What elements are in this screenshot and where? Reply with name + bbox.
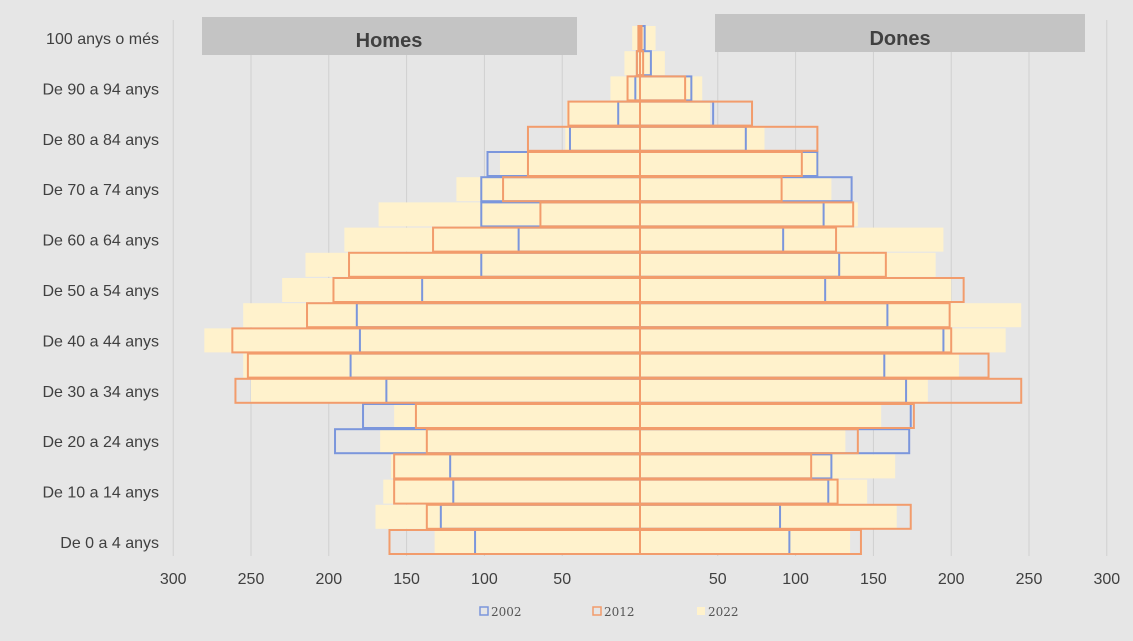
- bar-2022-dones: [640, 51, 665, 76]
- legend-swatch-2022: [697, 607, 705, 615]
- x-tick-label: 300: [1093, 571, 1120, 588]
- age-label: De 80 a 84 anys: [42, 132, 159, 149]
- bar-2022-dones: [640, 328, 1006, 353]
- x-tick-label: 50: [553, 571, 571, 588]
- bar-2022-homes: [456, 177, 640, 202]
- x-tick-label: 300: [160, 571, 187, 588]
- age-label: De 40 a 44 anys: [42, 333, 159, 350]
- x-tick-labels: 300 250 200 150 100 50 50 100 150 200 250 300: [160, 571, 1120, 588]
- bar-2022-dones: [640, 177, 832, 202]
- bar-2022-dones: [640, 404, 882, 428]
- age-label: De 90 a 94 anys: [42, 81, 159, 98]
- bar-2022-homes: [566, 101, 640, 126]
- bar-2022-dones: [640, 227, 944, 252]
- bar-2022-dones: [640, 454, 896, 479]
- age-label: De 20 a 24 anys: [42, 434, 159, 451]
- age-label: De 70 a 74 anys: [42, 182, 159, 199]
- bar-2022-dones: [640, 202, 858, 227]
- bar-2022-homes: [378, 202, 640, 227]
- legend-label-2012: 2012: [604, 605, 635, 619]
- age-group-labels: De 0 a 4 anys De 10 a 14 anys De 20 a 24 a…: [42, 31, 159, 552]
- legend-swatch-2012: [592, 606, 602, 616]
- x-tick-label: 200: [938, 571, 965, 588]
- bar-2022-dones: [640, 504, 897, 529]
- bar-2022-dones: [640, 101, 711, 126]
- bar-2022-homes: [632, 26, 640, 50]
- legend-label-2022: 2022: [708, 605, 739, 619]
- bar-2022-dones: [640, 479, 868, 504]
- age-label: 100 anys o més: [46, 31, 159, 48]
- x-tick-label: 150: [393, 571, 420, 588]
- x-tick-label: 100: [471, 571, 498, 588]
- age-label: De 50 a 54 anys: [42, 283, 159, 300]
- header-dones-box: [715, 14, 1085, 52]
- bar-2022-homes: [383, 479, 640, 504]
- bar-2022-homes: [204, 328, 640, 353]
- header-dones: Dones: [869, 28, 930, 50]
- bar-2022-homes: [305, 252, 640, 277]
- bar-2022-homes: [282, 278, 640, 302]
- age-label: De 0 a 4 anys: [60, 535, 159, 552]
- bar-2022-homes: [375, 504, 640, 529]
- bar-2022-dones: [640, 353, 959, 378]
- legend-label-2002: 2002: [491, 605, 522, 619]
- bar-2022-homes: [391, 454, 640, 479]
- x-tick-label: 250: [1016, 571, 1043, 588]
- age-label: De 30 a 34 anys: [42, 384, 159, 401]
- series-2022-bars: [204, 26, 1022, 554]
- age-label: De 60 a 64 anys: [42, 233, 159, 250]
- x-tick-label: 200: [315, 571, 342, 588]
- legend-swatch-2002: [479, 606, 489, 616]
- bar-2022-homes: [394, 404, 640, 428]
- bar-2022-homes: [499, 152, 640, 176]
- bar-2022-dones: [640, 429, 846, 454]
- bar-2022-dones: [640, 152, 819, 176]
- bar-2022-dones: [640, 530, 851, 554]
- x-tick-label: 150: [860, 571, 887, 588]
- bar-2022-dones: [640, 76, 703, 101]
- bar-2022-dones: [640, 278, 952, 302]
- bar-2022-homes: [344, 227, 640, 252]
- bar-2022-homes: [565, 126, 640, 151]
- header-homes: Homes: [356, 30, 423, 52]
- bar-2022-dones: [640, 252, 936, 277]
- bar-2022-homes: [380, 429, 640, 454]
- x-tick-label: 50: [709, 571, 727, 588]
- bar-2022-dones: [640, 126, 765, 151]
- x-tick-label: 100: [782, 571, 809, 588]
- bar-2022-dones: [640, 303, 1022, 328]
- bar-2022-homes: [251, 378, 640, 403]
- bar-2022-homes: [243, 353, 640, 378]
- bar-2022-homes: [243, 303, 640, 328]
- bar-2022-dones: [640, 378, 928, 403]
- age-label: De 10 a 14 anys: [42, 485, 159, 502]
- x-tick-label: 250: [238, 571, 265, 588]
- legend: 2002 2012 2022: [479, 605, 739, 619]
- bar-2022-homes: [434, 530, 640, 554]
- header-homes-box: [202, 17, 577, 55]
